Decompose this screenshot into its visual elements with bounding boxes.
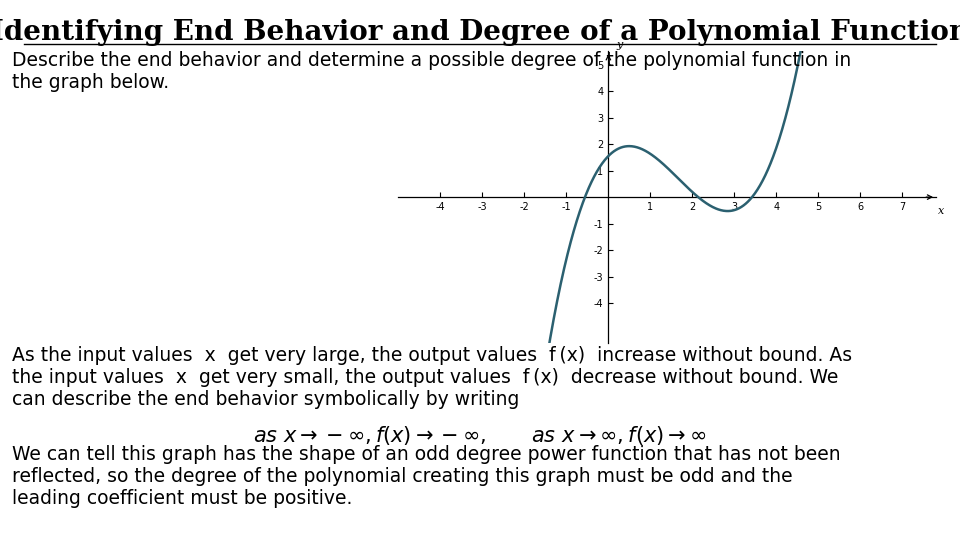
- Text: We can tell this graph has the shape of an odd degree power function that has no: We can tell this graph has the shape of …: [12, 446, 840, 509]
- Text: x: x: [938, 206, 945, 217]
- Text: Describe the end behavior and determine a possible degree of the polynomial func: Describe the end behavior and determine …: [12, 51, 851, 92]
- Text: $as\ x \to -\infty, f(x) \to -\infty,$$\qquad as\ x \to \infty, f(x) \to \infty$: $as\ x \to -\infty, f(x) \to -\infty,$$\…: [253, 424, 707, 447]
- Text: As the input values  x  get very large, the output values  f (x)  increase witho: As the input values x get very large, th…: [12, 346, 852, 409]
- Text: y: y: [616, 40, 622, 50]
- Text: Identifying End Behavior and Degree of a Polynomial Function: Identifying End Behavior and Degree of a…: [0, 19, 960, 46]
